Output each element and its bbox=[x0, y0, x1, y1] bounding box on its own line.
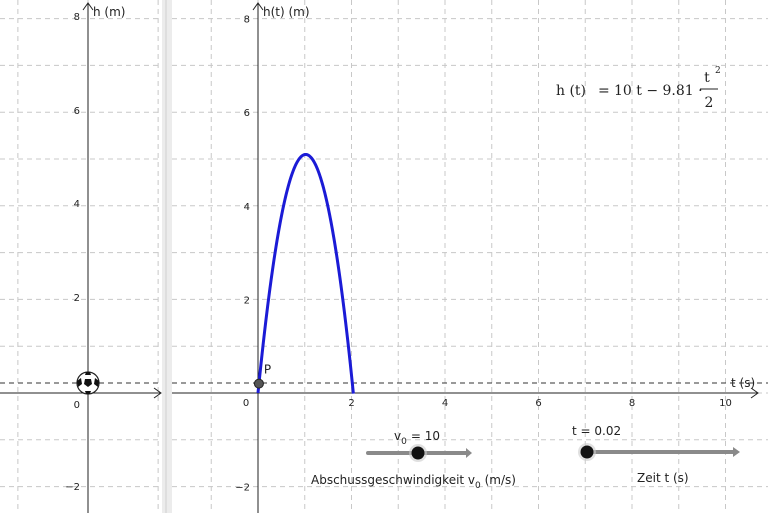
left-x-axis-arrow bbox=[153, 387, 162, 399]
left-y-axis-arrow bbox=[82, 2, 94, 11]
formula-frac-num: t bbox=[704, 70, 710, 86]
t-slider-label: t = 0.02 bbox=[572, 424, 621, 438]
t-slider-handle[interactable] bbox=[580, 445, 594, 459]
t-slider-arrow bbox=[733, 447, 740, 457]
right-y-tick-labels: 8 6 4 2 −2 bbox=[235, 15, 250, 494]
formula-text: h (t) = 10 t − 9.81 · t 2 2 bbox=[556, 66, 721, 111]
formula-frac-den: 2 bbox=[705, 95, 714, 111]
formula-equals: = bbox=[598, 83, 610, 99]
x-tick-label: 8 bbox=[629, 398, 635, 409]
x-tick-label: 10 bbox=[719, 398, 732, 409]
formula-frac-sup: 2 bbox=[715, 66, 721, 76]
x-tick-label: 6 bbox=[535, 398, 541, 409]
left-y-tick-label: 2 bbox=[74, 293, 80, 304]
x-tick-label: 2 bbox=[348, 398, 354, 409]
t-slider[interactable]: t = 0.02 Zeit t (s) bbox=[572, 424, 740, 485]
y-tick-label: −2 bbox=[235, 483, 250, 494]
v0-slider-caption: Abschussgeschwindigkeit v0 (m/s) bbox=[311, 473, 516, 491]
right-y-axis-label: h(t) (m) bbox=[263, 5, 310, 19]
x-tick-label: 4 bbox=[442, 398, 448, 409]
soccer-ball-icon[interactable] bbox=[76, 371, 100, 395]
view-divider[interactable] bbox=[162, 0, 172, 513]
point-p[interactable] bbox=[253, 378, 264, 389]
left-origin-label: 0 bbox=[74, 400, 80, 411]
y-tick-label: 8 bbox=[244, 15, 250, 26]
left-y-axis-label: h (m) bbox=[93, 5, 125, 19]
left-graphics-view: h (m) 8 6 4 2 −2 0 bbox=[0, 0, 162, 513]
v0-slider-arrow bbox=[466, 448, 472, 458]
right-y-axis-arrow bbox=[252, 2, 264, 11]
left-y-tick-label: −2 bbox=[65, 482, 80, 493]
point-p-label: P bbox=[264, 363, 271, 377]
left-grid bbox=[0, 0, 162, 513]
v0-slider-label: v0 = 10 bbox=[394, 429, 440, 447]
right-x-tick-labels: 0 2 4 6 8 10 bbox=[243, 398, 732, 409]
height-curve[interactable] bbox=[256, 152, 355, 394]
formula-main: 10 t − 9.81 · bbox=[614, 83, 703, 99]
y-tick-label: 4 bbox=[244, 202, 250, 213]
left-y-tick-label: 4 bbox=[74, 199, 80, 210]
formula-lhs: h (t) bbox=[556, 83, 586, 99]
y-tick-label: 6 bbox=[244, 108, 250, 119]
left-y-tick-label: 6 bbox=[74, 106, 80, 117]
right-x-axis-arrow bbox=[750, 387, 759, 399]
right-grid bbox=[172, 0, 768, 513]
t-slider-caption: Zeit t (s) bbox=[637, 471, 689, 485]
left-y-tick-label: 8 bbox=[74, 12, 80, 23]
v0-slider[interactable]: v0 = 10 Abschussgeschwindigkeit v0 (m/s) bbox=[311, 429, 516, 491]
x-tick-label: 0 bbox=[243, 398, 249, 409]
v0-slider-handle[interactable] bbox=[411, 446, 425, 460]
y-tick-label: 2 bbox=[244, 295, 250, 306]
